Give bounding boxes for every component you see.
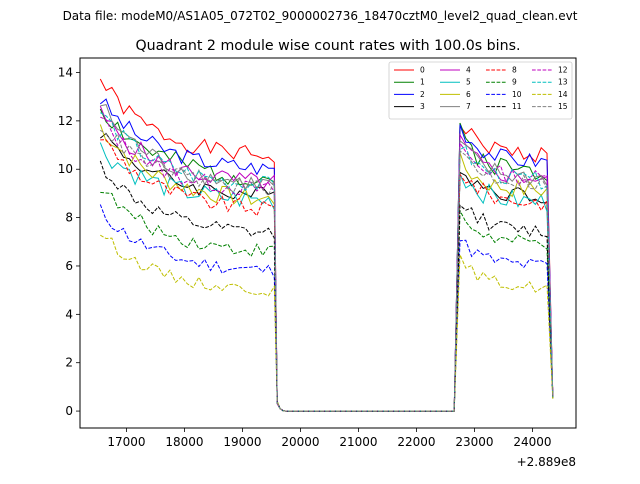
y-tick-label: 6	[65, 259, 73, 273]
legend-box	[388, 61, 573, 120]
legend-label-9: 9	[512, 78, 517, 87]
y-tick-label: 14	[58, 66, 73, 80]
x-tick-label: 18000	[165, 435, 203, 449]
legend-label-2: 2	[420, 90, 425, 99]
legend-label-14: 14	[558, 90, 568, 99]
series-line-12	[100, 116, 554, 412]
legend-label-11: 11	[512, 102, 522, 111]
y-tick-label: 10	[58, 162, 73, 176]
x-offset-label: +2.889e8	[517, 455, 576, 469]
legend-label-10: 10	[512, 90, 522, 99]
x-tick-label: 23000	[455, 435, 493, 449]
y-tick-label: 12	[58, 114, 73, 128]
legend-label-3: 3	[420, 102, 425, 111]
chart-title: Quadrant 2 module wise count rates with …	[135, 38, 520, 54]
y-tick-label: 2	[65, 356, 73, 370]
legend-label-5: 5	[466, 78, 471, 87]
legend-label-8: 8	[512, 66, 517, 75]
x-tick-label: 21000	[339, 435, 377, 449]
legend-label-13: 13	[558, 78, 568, 87]
figure-suptitle: Data file: modeM0/AS1A05_072T02_90000027…	[63, 9, 578, 23]
legend-label-1: 1	[420, 78, 425, 87]
series-line-15	[100, 129, 554, 412]
x-tick-label: 17000	[107, 435, 145, 449]
x-tick-label: 19000	[223, 435, 261, 449]
legend-label-0: 0	[420, 66, 425, 75]
legend-label-15: 15	[558, 102, 568, 111]
axes-ticks: 17000 18000 19000 20000 21000 22000 23000 24000…	[58, 66, 552, 449]
series-lines	[99, 78, 554, 412]
x-tick-label: 24000	[513, 435, 551, 449]
y-tick-label: 0	[65, 404, 73, 418]
series-line-10	[99, 204, 554, 412]
axes-frame	[79, 57, 577, 429]
legend-label-4: 4	[466, 66, 471, 75]
y-tick-label: 8	[65, 211, 73, 225]
legend-label-12: 12	[558, 66, 568, 75]
legend-label-7: 7	[466, 102, 471, 111]
x-tick-label: 22000	[397, 435, 435, 449]
x-tick-label: 20000	[281, 435, 319, 449]
legend-label-6: 6	[466, 90, 471, 99]
y-tick-label: 4	[65, 307, 73, 321]
